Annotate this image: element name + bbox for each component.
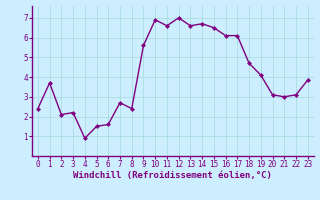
X-axis label: Windchill (Refroidissement éolien,°C): Windchill (Refroidissement éolien,°C)	[73, 171, 272, 180]
